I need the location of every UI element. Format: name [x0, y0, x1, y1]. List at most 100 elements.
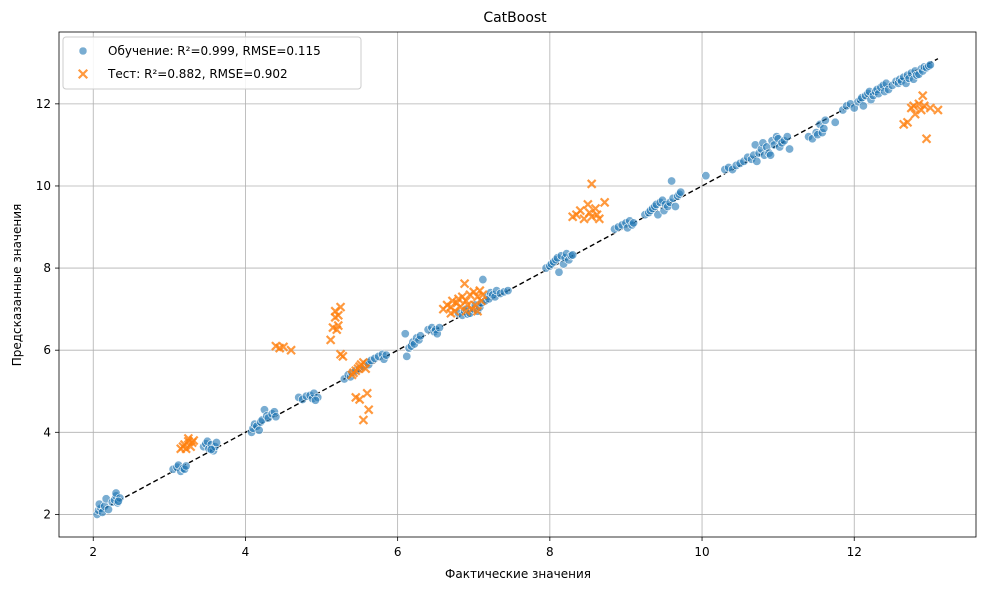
- legend-box: [62, 36, 362, 90]
- test-point: [594, 214, 605, 224]
- test-point: [188, 435, 199, 446]
- train-point: [402, 351, 412, 361]
- test-point: [902, 117, 913, 128]
- x-tick-label: 6: [394, 545, 402, 559]
- train-point: [310, 395, 320, 405]
- train-point: [113, 496, 123, 506]
- reference-line-layer: [96, 58, 939, 513]
- test-point: [584, 207, 595, 218]
- test-point: [271, 341, 281, 351]
- reference-line: [96, 58, 939, 513]
- test-point: [453, 294, 464, 304]
- test-point: [910, 109, 920, 119]
- grid: [59, 32, 976, 537]
- test-point: [461, 306, 471, 316]
- test-point: [599, 197, 610, 208]
- x-tick-label: 2: [89, 545, 97, 559]
- test-point: [917, 90, 928, 101]
- train-point: [670, 201, 680, 211]
- test-point: [447, 296, 458, 306]
- test-point: [338, 351, 348, 362]
- train-point: [206, 445, 216, 455]
- test-point: [335, 302, 346, 312]
- test-point: [181, 443, 191, 454]
- test-point: [354, 394, 365, 405]
- legend: Обучение: R²=0.999, RMSE=0.115 Тест: R²=…: [62, 36, 362, 90]
- test-point: [333, 310, 344, 321]
- train-point: [782, 132, 792, 142]
- plot-frame: [58, 31, 977, 538]
- test-point: [358, 415, 369, 425]
- y-tick-label: 4: [43, 425, 51, 439]
- test-point: [898, 119, 909, 130]
- test-point: [933, 105, 943, 115]
- train-point: [254, 425, 264, 435]
- test-point: [351, 392, 361, 403]
- test-point: [586, 179, 597, 189]
- train-point: [629, 218, 639, 228]
- legend-marker-train: [78, 46, 88, 56]
- x-axis-label: Фактические значения: [445, 567, 591, 581]
- test-point: [921, 133, 932, 144]
- y-tick-label: 12: [36, 97, 51, 111]
- train-point: [554, 267, 564, 277]
- legend-label-train: Обучение: R²=0.999, RMSE=0.115: [108, 44, 321, 58]
- train-point: [785, 144, 795, 154]
- train-point: [212, 438, 222, 448]
- x-tick-label: 12: [847, 545, 862, 559]
- axis-ticks: 2 4 6 8 10 12 2 4 6 8 10 12: [36, 97, 862, 559]
- legend-marker-test: [77, 68, 89, 80]
- x-tick-label: 4: [242, 545, 250, 559]
- test-point: [325, 335, 336, 345]
- test-point: [333, 320, 344, 331]
- train-point: [667, 176, 677, 186]
- test-point: [446, 308, 456, 318]
- test-point: [358, 357, 369, 368]
- test-point: [925, 103, 936, 113]
- train-point: [503, 286, 513, 296]
- train-point: [478, 275, 488, 285]
- y-tick-label: 8: [43, 261, 51, 275]
- train-point: [676, 187, 686, 197]
- test-point: [567, 212, 578, 222]
- train-point: [819, 123, 829, 133]
- test-point: [592, 209, 602, 220]
- train-point: [858, 101, 868, 111]
- test-point: [478, 290, 488, 300]
- train-point: [820, 115, 830, 125]
- test-point: [278, 342, 289, 352]
- train-point: [925, 60, 935, 70]
- train-point: [103, 504, 113, 514]
- train-point: [271, 412, 281, 422]
- train-point: [568, 250, 578, 260]
- test-point: [470, 300, 481, 310]
- train-point: [400, 329, 410, 339]
- test-point: [583, 199, 593, 210]
- test-point: [472, 306, 483, 316]
- train-point: [434, 323, 444, 333]
- data-points: [92, 60, 943, 519]
- test-point: [362, 388, 372, 399]
- test-point: [286, 345, 296, 355]
- train-point: [701, 171, 711, 181]
- chart-title: CatBoost: [483, 10, 547, 26]
- test-point: [919, 101, 930, 111]
- x-tick-label: 10: [694, 545, 709, 559]
- test-point: [360, 363, 371, 374]
- train-point: [766, 150, 776, 160]
- test-point: [363, 404, 374, 415]
- y-tick-label: 6: [43, 343, 51, 357]
- test-point: [459, 278, 470, 289]
- test-point: [455, 302, 465, 312]
- x-tick-label: 8: [546, 545, 554, 559]
- train-point: [381, 350, 391, 360]
- train-point: [752, 156, 762, 166]
- legend-label-test: Тест: R²=0.882, RMSE=0.902: [107, 67, 288, 81]
- y-axis-label: Предсказанные значения: [10, 204, 24, 367]
- train-point: [830, 117, 840, 127]
- y-tick-label: 2: [43, 507, 51, 521]
- y-tick-label: 10: [36, 179, 51, 193]
- train-point: [415, 331, 425, 341]
- test-point: [575, 205, 586, 216]
